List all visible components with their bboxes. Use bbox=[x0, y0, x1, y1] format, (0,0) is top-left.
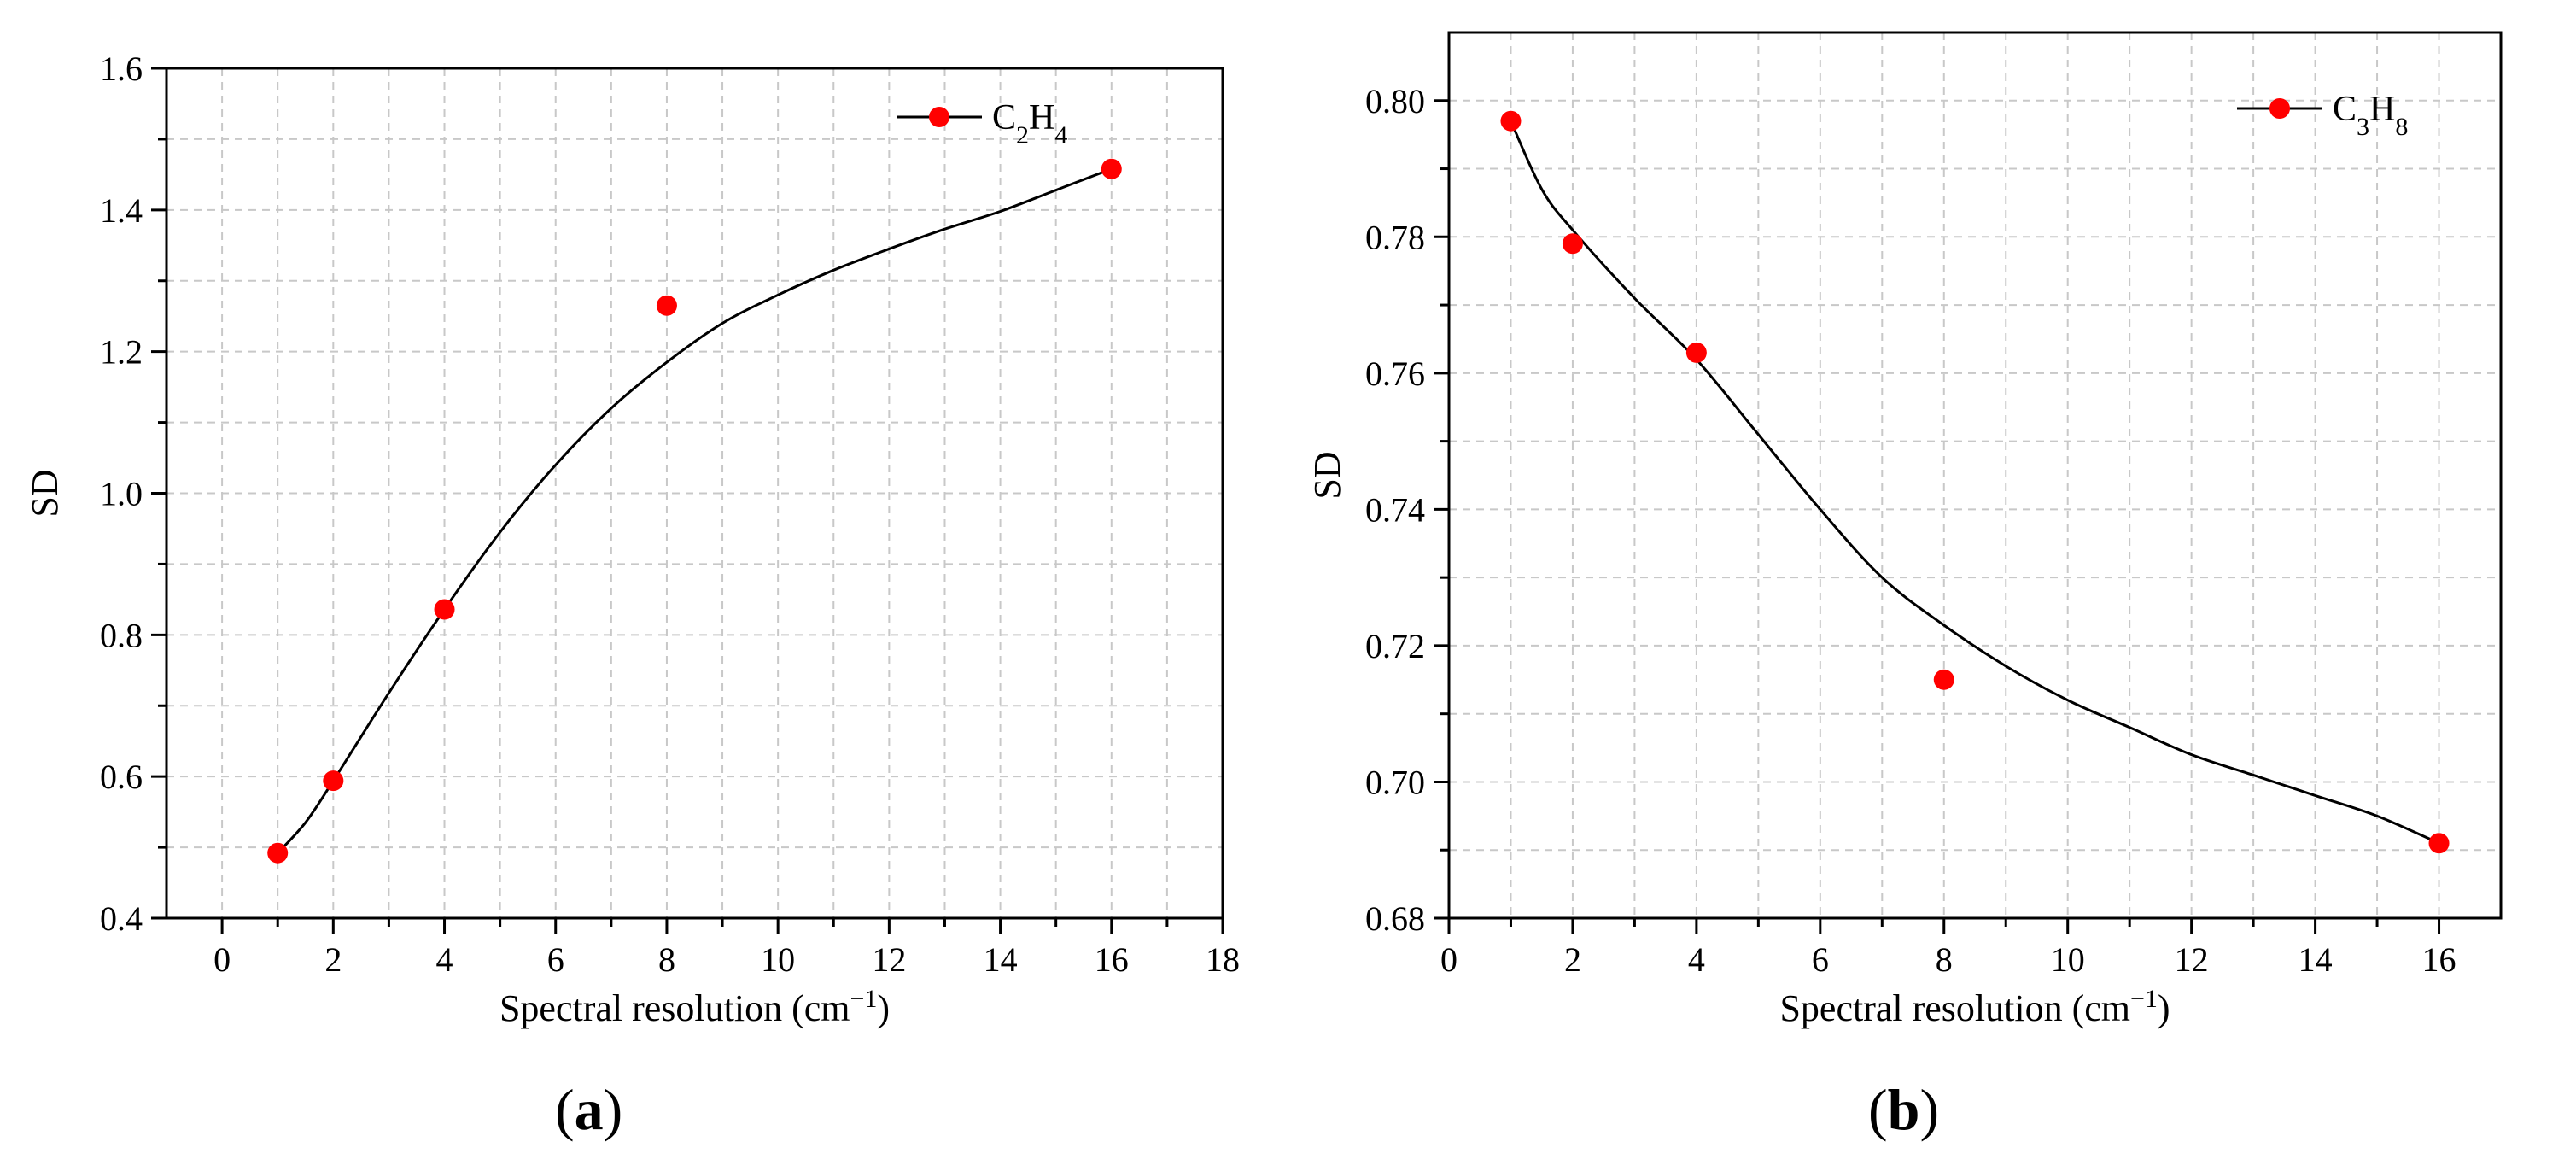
data-point bbox=[1101, 158, 1122, 179]
x-tick-label: 12 bbox=[2175, 940, 2209, 979]
x-tick-label: 12 bbox=[872, 940, 906, 979]
data-point bbox=[2428, 833, 2450, 854]
x-tick-label: 4 bbox=[436, 940, 453, 979]
x-axis-b: 0 2 4 6 8 10 12 14 16 bbox=[1440, 918, 2456, 979]
x-axis-title-a: Spectral resolution (cm−1) bbox=[499, 985, 890, 1030]
data-point bbox=[1500, 110, 1522, 132]
x-tick-label: 10 bbox=[2051, 940, 2085, 979]
chart-b: 0 2 4 6 8 10 12 14 16 0.68 0.70 0.72 0.74 0.76 0.78 0.8… bbox=[1306, 31, 2503, 1030]
panel-label-a: (a) bbox=[555, 1077, 623, 1142]
x-tick-label: 16 bbox=[1095, 940, 1129, 979]
legend-b: C3H8 bbox=[2237, 90, 2408, 141]
x-tick-label: 16 bbox=[2422, 940, 2456, 979]
x-tick-label: 4 bbox=[1688, 940, 1705, 979]
y-axis-b: 0.68 0.70 0.72 0.74 0.76 0.78 0.80 bbox=[1365, 82, 1449, 938]
plot-frame-b bbox=[1447, 31, 2503, 920]
data-point bbox=[656, 295, 677, 316]
x-axis-title-b: Spectral resolution (cm−1) bbox=[1779, 985, 2170, 1030]
x-tick-label: 10 bbox=[761, 940, 795, 979]
x-tick-label: 14 bbox=[2299, 940, 2333, 979]
x-tick-label: 2 bbox=[1564, 940, 1581, 979]
y-tick-label: 0.76 bbox=[1365, 354, 1425, 393]
legend-marker bbox=[929, 107, 949, 127]
panel-label-b: (b) bbox=[1868, 1077, 1940, 1142]
y-axis-title-a: SD bbox=[24, 469, 66, 517]
y-tick-label: 0.78 bbox=[1365, 218, 1425, 256]
data-point bbox=[323, 770, 344, 792]
plot-frame-a bbox=[165, 67, 1224, 920]
data-point bbox=[1562, 233, 1583, 255]
x-tick-label: 0 bbox=[213, 940, 231, 979]
data-point bbox=[434, 599, 455, 620]
legend-a: C2H4 bbox=[897, 98, 1067, 149]
legend-label: C2H4 bbox=[992, 98, 1067, 149]
y-tick-label: 1.0 bbox=[100, 475, 143, 513]
legend-marker bbox=[2269, 98, 2290, 119]
data-point bbox=[1933, 669, 1954, 690]
fit-curve bbox=[1510, 120, 2440, 845]
data-point bbox=[1685, 342, 1707, 363]
y-tick-label: 0.72 bbox=[1365, 627, 1425, 665]
y-tick-label: 0.80 bbox=[1365, 82, 1425, 120]
y-tick-label: 0.6 bbox=[100, 758, 143, 796]
grid-b bbox=[1449, 32, 2501, 918]
x-tick-label: 8 bbox=[1936, 940, 1953, 979]
x-tick-label: 6 bbox=[547, 940, 564, 979]
y-tick-label: 0.70 bbox=[1365, 763, 1425, 801]
x-tick-label: 0 bbox=[1440, 940, 1457, 979]
y-tick-label: 0.68 bbox=[1365, 899, 1425, 938]
x-tick-label: 8 bbox=[658, 940, 675, 979]
x-tick-label: 14 bbox=[984, 940, 1018, 979]
y-axis-title-b: SD bbox=[1306, 451, 1348, 499]
x-axis-a: 0 2 4 6 8 10 12 14 16 18 bbox=[213, 918, 1240, 979]
x-tick-label: 6 bbox=[1812, 940, 1829, 979]
x-tick-label: 2 bbox=[324, 940, 342, 979]
grid-a bbox=[166, 68, 1223, 918]
fit-curve bbox=[277, 167, 1113, 854]
y-tick-label: 1.2 bbox=[100, 333, 143, 372]
y-tick-label: 0.4 bbox=[100, 899, 143, 938]
y-tick-label: 1.6 bbox=[100, 50, 143, 88]
series-a-0 bbox=[267, 158, 1122, 864]
x-tick-label: 18 bbox=[1206, 940, 1240, 979]
y-tick-label: 1.4 bbox=[100, 191, 143, 230]
y-tick-label: 0.74 bbox=[1365, 490, 1425, 529]
y-axis-a: 0.4 0.6 0.8 1.0 1.2 1.4 1.6 bbox=[100, 50, 166, 938]
data-point bbox=[267, 842, 289, 864]
legend-label: C3H8 bbox=[2333, 90, 2408, 141]
series-b-0 bbox=[1500, 110, 2450, 854]
chart-a: 0 2 4 6 8 10 12 14 16 18 0.4 0.6 0.8 1.0 1.2 1.4 1.6 SD Sp… bbox=[24, 50, 1240, 1029]
y-tick-label: 0.8 bbox=[100, 616, 143, 654]
